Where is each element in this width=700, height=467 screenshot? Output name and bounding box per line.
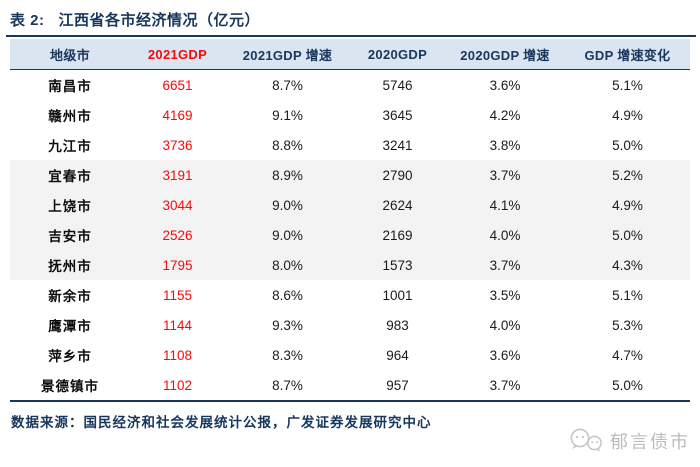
table-row: 萍乡市 1108 8.3% 964 3.6% 4.7%: [10, 340, 690, 370]
value-cell: 957: [386, 377, 409, 393]
value-cell: 8.7%: [272, 77, 303, 93]
table-row: 上饶市 3044 9.0% 2624 4.1% 4.9%: [10, 190, 690, 220]
value-cell: 1795: [162, 257, 193, 273]
table-row: 抚州市 1795 8.0% 1573 3.7% 4.3%: [10, 250, 690, 280]
value-cell: 5.2%: [612, 167, 643, 183]
value-cell: 1102: [162, 377, 193, 393]
value-cell: 1108: [162, 347, 193, 363]
value-cell: 9.0%: [272, 227, 303, 243]
chat-bubbles-icon: [567, 427, 605, 454]
value-cell: 3.6%: [489, 347, 521, 363]
value-cell: 2624: [382, 197, 413, 213]
value-cell: 8.9%: [272, 167, 303, 183]
value-cell: 9.0%: [272, 197, 303, 213]
table-row: 景德镇市 1102 8.7% 957 3.7% 5.0%: [10, 370, 690, 401]
value-cell: 3645: [382, 107, 413, 123]
value-cell: 9.3%: [272, 317, 303, 333]
value-cell: 1573: [382, 257, 413, 273]
value-cell: 4.7%: [612, 347, 643, 363]
value-cell: 4.1%: [489, 197, 521, 213]
table-row: 赣州市 4169 9.1% 3645 4.2% 4.9%: [10, 100, 690, 130]
value-cell: 2790: [382, 167, 413, 183]
column-header-3: 2021GDP 增速: [225, 39, 350, 70]
value-cell: 1144: [162, 317, 193, 333]
city-cell: 新余市: [48, 289, 92, 304]
data-source-note: 数据来源：国民经济和社会发展统计公报，广发证券发展研究中心: [11, 415, 432, 430]
column-header-4: 2020GDP: [350, 39, 445, 70]
value-cell: 3736: [162, 137, 193, 153]
value-cell: 5746: [382, 77, 413, 93]
value-cell: 3241: [382, 137, 413, 153]
value-cell: 4.2%: [489, 107, 521, 123]
value-cell: 3.7%: [489, 257, 521, 273]
city-cell: 上饶市: [48, 199, 92, 214]
value-cell: 2526: [162, 227, 193, 243]
value-cell: 4.3%: [612, 257, 643, 273]
city-cell: 抚州市: [48, 259, 92, 274]
value-cell: 3.5%: [489, 287, 521, 303]
watermark: 郁言债市: [567, 427, 690, 454]
value-cell: 3.7%: [489, 377, 521, 393]
column-header-6: GDP 增速变化: [565, 39, 690, 70]
table-row: 宜春市 3191 8.9% 2790 3.7% 5.2%: [10, 160, 690, 190]
value-cell: 3.6%: [489, 77, 521, 93]
table-title-text: 江西省各市经济情况（亿元）: [58, 12, 261, 29]
column-header-1: 地级市: [10, 39, 130, 70]
value-cell: 3044: [162, 197, 193, 213]
column-header-2: 2021GDP: [130, 39, 225, 70]
city-cell: 鹰潭市: [48, 319, 92, 334]
city-cell: 景德镇市: [41, 379, 99, 394]
value-cell: 4.9%: [612, 107, 643, 123]
value-cell: 5.1%: [612, 77, 643, 93]
value-cell: 3.7%: [489, 167, 521, 183]
table-row: 九江市 3736 8.8% 3241 3.8% 5.0%: [10, 130, 690, 160]
value-cell: 8.7%: [272, 377, 303, 393]
value-cell: 1155: [162, 287, 193, 303]
city-cell: 萍乡市: [48, 349, 92, 364]
city-cell: 宜春市: [48, 169, 92, 184]
value-cell: 8.8%: [272, 137, 303, 153]
value-cell: 5.0%: [612, 227, 643, 243]
economy-table: 地级市 2021GDP 2021GDP 增速 2020GDP 2020GDP 增速 GDP…: [10, 39, 690, 402]
value-cell: 5.3%: [612, 317, 643, 333]
city-cell: 南昌市: [48, 79, 92, 94]
value-cell: 5.0%: [612, 377, 643, 393]
city-cell: 赣州市: [48, 109, 92, 124]
city-cell: 吉安市: [48, 229, 92, 244]
value-cell: 4169: [162, 107, 193, 123]
value-cell: 964: [386, 347, 409, 363]
value-cell: 4.0%: [489, 227, 521, 243]
value-cell: 2169: [382, 227, 413, 243]
value-cell: 9.1%: [272, 107, 303, 123]
value-cell: 8.0%: [272, 257, 303, 273]
value-cell: 3191: [162, 167, 193, 183]
value-cell: 1001: [382, 287, 413, 303]
title-divider: [6, 35, 696, 37]
table-number-label: 表 2:: [10, 12, 45, 29]
table-row: 吉安市 2526 9.0% 2169 4.0% 5.0%: [10, 220, 690, 250]
value-cell: 3.8%: [489, 137, 521, 153]
value-cell: 5.0%: [612, 137, 643, 153]
value-cell: 4.0%: [489, 317, 521, 333]
value-cell: 5.1%: [612, 287, 643, 303]
value-cell: 6651: [162, 77, 193, 93]
table-row: 南昌市 6651 8.7% 5746 3.6% 5.1%: [10, 70, 690, 101]
watermark-text: 郁言债市: [610, 431, 690, 452]
page-title: 表 2: 江西省各市经济情况（亿元）: [0, 0, 700, 30]
table-header-row: 地级市 2021GDP 2021GDP 增速 2020GDP 2020GDP 增速 GDP…: [10, 39, 690, 70]
table-row: 新余市 1155 8.6% 1001 3.5% 5.1%: [10, 280, 690, 310]
value-cell: 8.6%: [272, 287, 303, 303]
value-cell: 8.3%: [272, 347, 303, 363]
column-header-5: 2020GDP 增速: [445, 39, 565, 70]
value-cell: 4.9%: [612, 197, 643, 213]
table-row: 鹰潭市 1144 9.3% 983 4.0% 5.3%: [10, 310, 690, 340]
city-cell: 九江市: [48, 139, 92, 154]
value-cell: 983: [386, 317, 409, 333]
